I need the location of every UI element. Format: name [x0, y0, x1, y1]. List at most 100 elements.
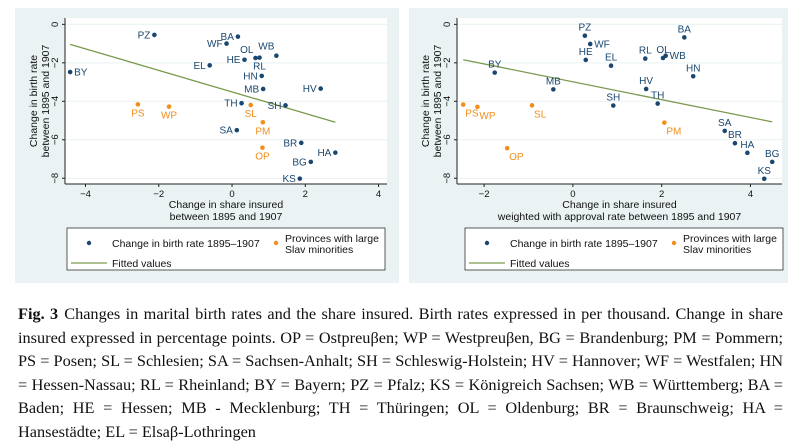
point-label: SA: [718, 118, 732, 129]
data-point: [298, 140, 304, 146]
point-label: MB: [546, 76, 561, 87]
data-point: [333, 150, 338, 155]
data-point: [283, 103, 288, 108]
legend-label-slav: Provinces with large: [285, 233, 379, 245]
point-label: PS: [131, 108, 145, 119]
point-label: HA: [317, 148, 331, 159]
fitted-line: [463, 59, 773, 123]
data-point: [260, 86, 266, 92]
point-label: WP: [161, 111, 177, 122]
point-el: EL: [193, 61, 212, 72]
data-point: [224, 41, 229, 46]
point-label: BY: [74, 68, 88, 79]
data-point: [235, 34, 241, 39]
data-point: [682, 35, 687, 40]
point-by: BY: [67, 68, 88, 79]
data-point: [769, 159, 775, 165]
point-mb: MB: [546, 76, 561, 92]
point-label: SH: [268, 101, 282, 112]
point-ps: PS: [131, 102, 145, 119]
point-label: OP: [509, 152, 524, 163]
point-wf: WF: [207, 39, 229, 50]
point-wb: WB: [258, 42, 279, 59]
data-point: [460, 102, 466, 107]
point-rl: RL: [639, 46, 652, 61]
legend-label-fit: Fitted values: [112, 258, 172, 270]
point-sl: SL: [245, 102, 258, 120]
point-ps: PS: [460, 102, 479, 120]
x-axis-title: Change in share insured: [562, 199, 677, 211]
point-th: TH: [651, 91, 664, 106]
point-label: MB: [244, 84, 259, 95]
x-tick-label: −4: [80, 189, 91, 200]
point-label: PS: [465, 109, 479, 120]
point-label: WF: [594, 39, 610, 50]
x-axis-title: Change in share insured: [169, 199, 284, 211]
point-ba: BA: [221, 32, 241, 43]
point-label: HE: [579, 47, 593, 58]
point-label: TH: [651, 91, 664, 102]
data-point: [642, 56, 648, 61]
point-label: KS: [282, 174, 296, 185]
point-label: BG: [292, 157, 307, 168]
data-point: [260, 119, 266, 125]
y-tick-label: −8: [50, 173, 61, 184]
point-label: WB: [670, 51, 686, 62]
data-point: [610, 103, 616, 108]
x-tick-label: 4: [376, 189, 381, 200]
point-label: BA: [678, 24, 692, 35]
data-point: [248, 102, 254, 108]
point-sa: SA: [718, 118, 732, 134]
point-br: BR: [728, 130, 742, 146]
point-label: SA: [219, 126, 233, 137]
data-point: [207, 63, 212, 68]
point-wp: WP: [475, 104, 496, 122]
data-point: [504, 145, 510, 151]
y-axis-title: between 1895 and 1907: [432, 44, 444, 157]
y-tick-label: −4: [50, 96, 61, 107]
point-label: HE: [227, 55, 241, 66]
point-label: HA: [740, 140, 754, 151]
data-point: [582, 33, 588, 38]
legend-marker-slav: [671, 240, 677, 246]
chart-panel-2: 0 −2 −4 −6 −8 −2 0 2 4 Change in share insuredwei…: [409, 8, 788, 283]
point-label: WP: [479, 111, 495, 122]
point-he: HE: [579, 47, 593, 63]
data-point: [583, 57, 589, 63]
point-label: EL: [193, 61, 206, 72]
point-label: BA: [221, 32, 235, 43]
point-rl: RL: [253, 55, 266, 73]
point-label: OL: [656, 45, 670, 56]
point-label: RL: [253, 62, 266, 73]
caption-text: Changes in marital birth rates and the s…: [18, 304, 784, 441]
point-label: RL: [639, 46, 652, 57]
data-point: [135, 102, 141, 107]
y-axis-title: between 1895 and 1907: [40, 44, 52, 157]
point-hv: HV: [639, 76, 653, 92]
point-label: WB: [258, 42, 274, 53]
point-label: OL: [240, 45, 254, 56]
y-tick-label: −2: [50, 57, 61, 68]
x-tick-label: 0: [570, 189, 575, 200]
point-ha: HA: [317, 148, 338, 159]
point-hn: HN: [686, 63, 700, 79]
point-label: SH: [606, 93, 620, 104]
point-pm: PM: [255, 119, 270, 137]
data-point: [655, 101, 660, 106]
point-label: OP: [255, 152, 270, 163]
y-tick-label: −6: [442, 134, 453, 145]
y-axis-title: Change in birth rate: [420, 55, 432, 147]
point-th: TH: [224, 99, 244, 110]
data-point: [529, 103, 535, 108]
data-point: [318, 86, 323, 91]
point-bg: BG: [292, 157, 314, 168]
data-point: [297, 176, 303, 181]
point-label: SL: [245, 109, 258, 120]
point-label: BG: [765, 149, 780, 160]
point-br: BR: [283, 138, 304, 149]
data-point: [260, 145, 265, 150]
x-axis-title: between 1895 and 1907: [170, 211, 283, 223]
point-label: HN: [686, 63, 700, 74]
